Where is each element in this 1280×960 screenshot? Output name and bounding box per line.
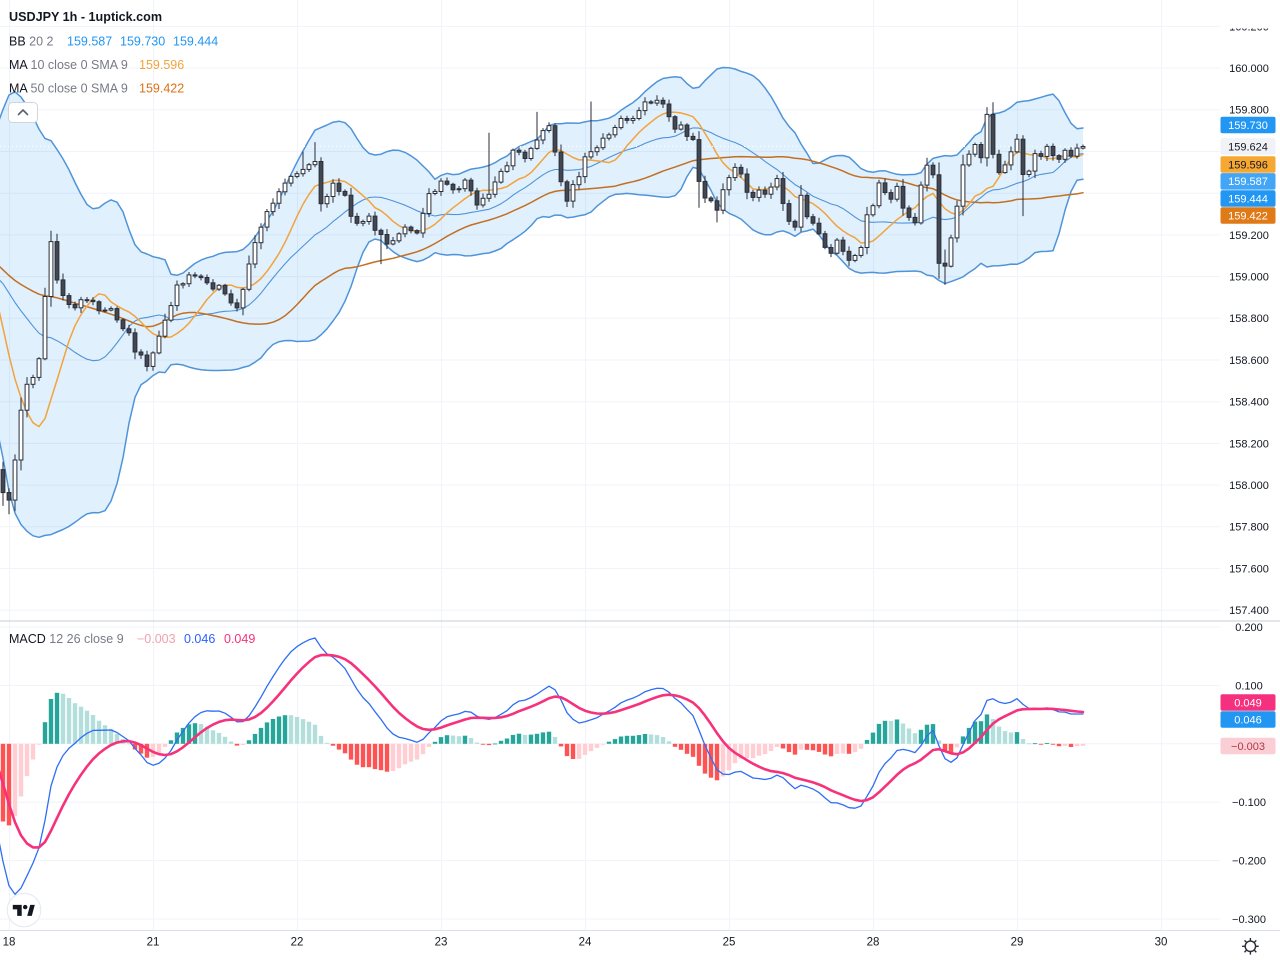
svg-text:159.596: 159.596 (1228, 159, 1268, 171)
svg-text:160.000: 160.000 (1229, 63, 1269, 75)
svg-text:159.730: 159.730 (1228, 120, 1268, 132)
svg-text:28: 28 (867, 937, 880, 949)
svg-text:24: 24 (579, 937, 592, 949)
svg-text:0.200: 0.200 (1235, 622, 1263, 634)
svg-text:159.422: 159.422 (1228, 210, 1268, 222)
svg-text:158.600: 158.600 (1229, 355, 1269, 367)
svg-text:158.000: 158.000 (1229, 480, 1269, 492)
svg-text:0.046: 0.046 (1234, 714, 1262, 726)
svg-text:0.100: 0.100 (1235, 680, 1263, 692)
svg-text:22: 22 (291, 937, 304, 949)
svg-text:159.200: 159.200 (1229, 230, 1269, 242)
svg-text:MACD 12 26 close 9: MACD 12 26 close 9 (9, 632, 124, 646)
svg-text:−0.300: −0.300 (1232, 914, 1266, 926)
svg-text:158.400: 158.400 (1229, 397, 1269, 409)
svg-text:0.049: 0.049 (224, 632, 255, 646)
svg-text:MA 50 close 0 SMA 9: MA 50 close 0 SMA 9 (9, 82, 128, 96)
svg-text:157.400: 157.400 (1229, 605, 1269, 617)
svg-text:USDJPY 1h - 1uptick.com: USDJPY 1h - 1uptick.com (9, 10, 162, 24)
svg-text:159.444: 159.444 (1228, 193, 1268, 205)
svg-text:23: 23 (435, 937, 448, 949)
svg-text:159.000: 159.000 (1229, 272, 1269, 284)
svg-text:158.200: 158.200 (1229, 438, 1269, 450)
svg-text:159.587: 159.587 (67, 35, 112, 49)
svg-text:159.596: 159.596 (139, 58, 184, 72)
svg-text:159.587: 159.587 (1228, 176, 1268, 188)
svg-text:159.800: 159.800 (1229, 105, 1269, 117)
svg-text:BB 20 2: BB 20 2 (9, 35, 54, 49)
svg-text:MA 10 close 0 SMA 9: MA 10 close 0 SMA 9 (9, 58, 128, 72)
svg-text:159.624: 159.624 (1228, 141, 1268, 153)
svg-text:18: 18 (3, 937, 16, 949)
svg-text:159.422: 159.422 (139, 82, 184, 96)
svg-text:30: 30 (1155, 937, 1168, 949)
svg-text:−0.003: −0.003 (137, 632, 176, 646)
svg-text:−0.200: −0.200 (1232, 856, 1266, 868)
svg-text:159.730: 159.730 (120, 35, 165, 49)
svg-text:21: 21 (147, 937, 160, 949)
svg-text:29: 29 (1011, 937, 1024, 949)
svg-text:157.600: 157.600 (1229, 563, 1269, 575)
svg-text:159.444: 159.444 (173, 35, 218, 49)
svg-text:0.049: 0.049 (1234, 697, 1262, 709)
svg-text:−0.003: −0.003 (1231, 741, 1265, 753)
svg-text:−0.100: −0.100 (1232, 797, 1266, 809)
svg-text:25: 25 (723, 937, 736, 949)
svg-text:157.800: 157.800 (1229, 522, 1269, 534)
svg-text:0.046: 0.046 (184, 632, 215, 646)
svg-text:158.800: 158.800 (1229, 313, 1269, 325)
